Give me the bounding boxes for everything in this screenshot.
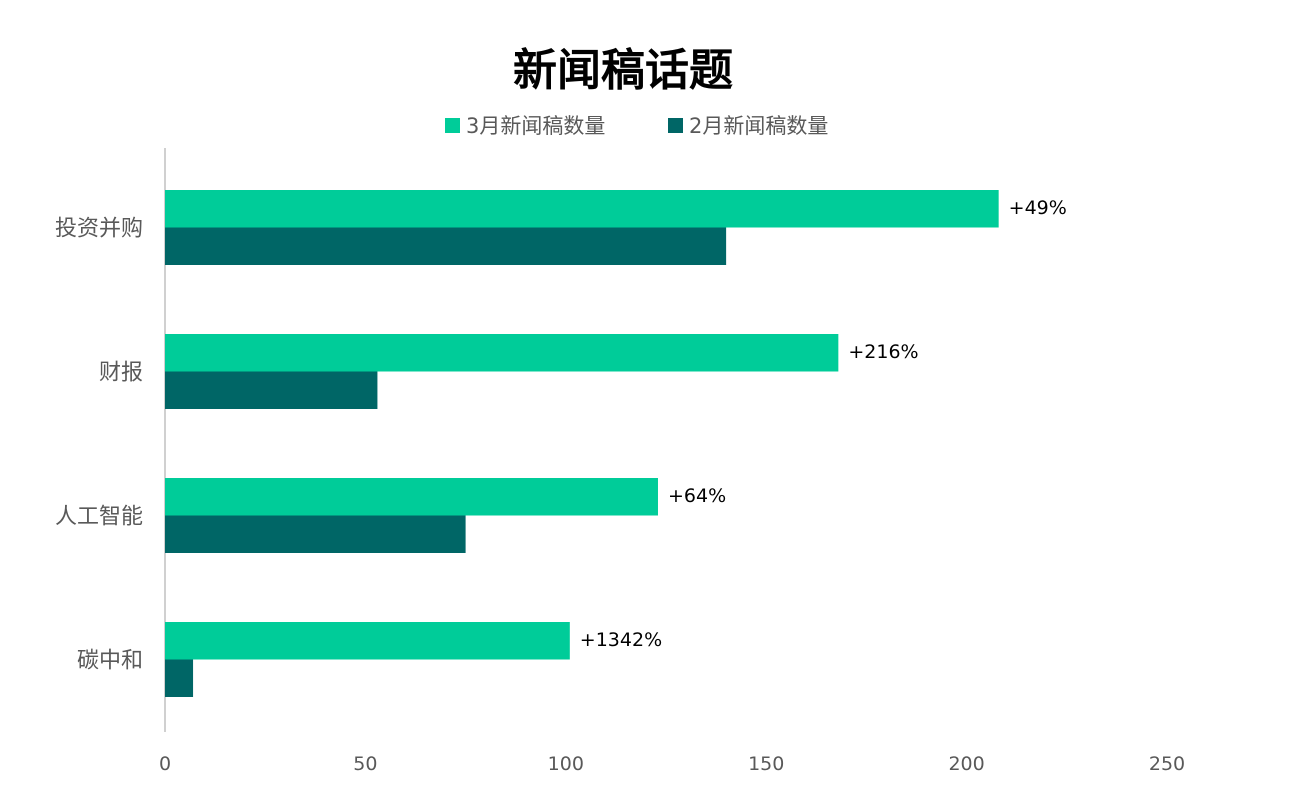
x-tick-label: 250 xyxy=(1149,753,1185,775)
legend: 3月新闻稿数量 2月新闻稿数量 xyxy=(445,114,828,138)
category-label: 碳中和 xyxy=(77,649,143,674)
legend-label-march: 3月新闻稿数量 xyxy=(466,114,605,138)
x-tick-label: 50 xyxy=(353,753,377,775)
data-label: +64% xyxy=(668,485,726,507)
x-tick-label: 200 xyxy=(948,753,984,775)
data-label: +216% xyxy=(848,341,918,363)
bar-march-3 xyxy=(165,622,570,660)
bar-march-2 xyxy=(165,478,658,516)
legend-label-february: 2月新闻稿数量 xyxy=(689,114,828,138)
category-label: 投资并购 xyxy=(55,217,143,242)
bar-february-0 xyxy=(165,227,727,265)
bar-march-1 xyxy=(165,334,839,372)
bar-february-1 xyxy=(165,371,378,409)
bar-march-0 xyxy=(165,190,999,228)
legend-swatch-march xyxy=(445,118,460,133)
x-tick-label: 150 xyxy=(748,753,784,775)
data-label: +49% xyxy=(1009,197,1067,219)
data-labels: +49% +216% +64% +1342% xyxy=(580,197,1067,651)
x-tick-label: 0 xyxy=(159,753,171,775)
bar-february-2 xyxy=(165,515,466,553)
chart-title: 新闻稿话题 xyxy=(513,45,733,96)
bar-february-3 xyxy=(165,659,194,697)
data-label: +1342% xyxy=(580,629,662,651)
legend-swatch-february xyxy=(668,118,683,133)
bars-group xyxy=(165,190,999,697)
x-tick-label: 100 xyxy=(548,753,584,775)
category-label: 人工智能 xyxy=(55,505,143,530)
x-axis-ticks: 0 50 100 150 200 250 xyxy=(159,753,1185,775)
category-label: 财报 xyxy=(99,361,143,386)
